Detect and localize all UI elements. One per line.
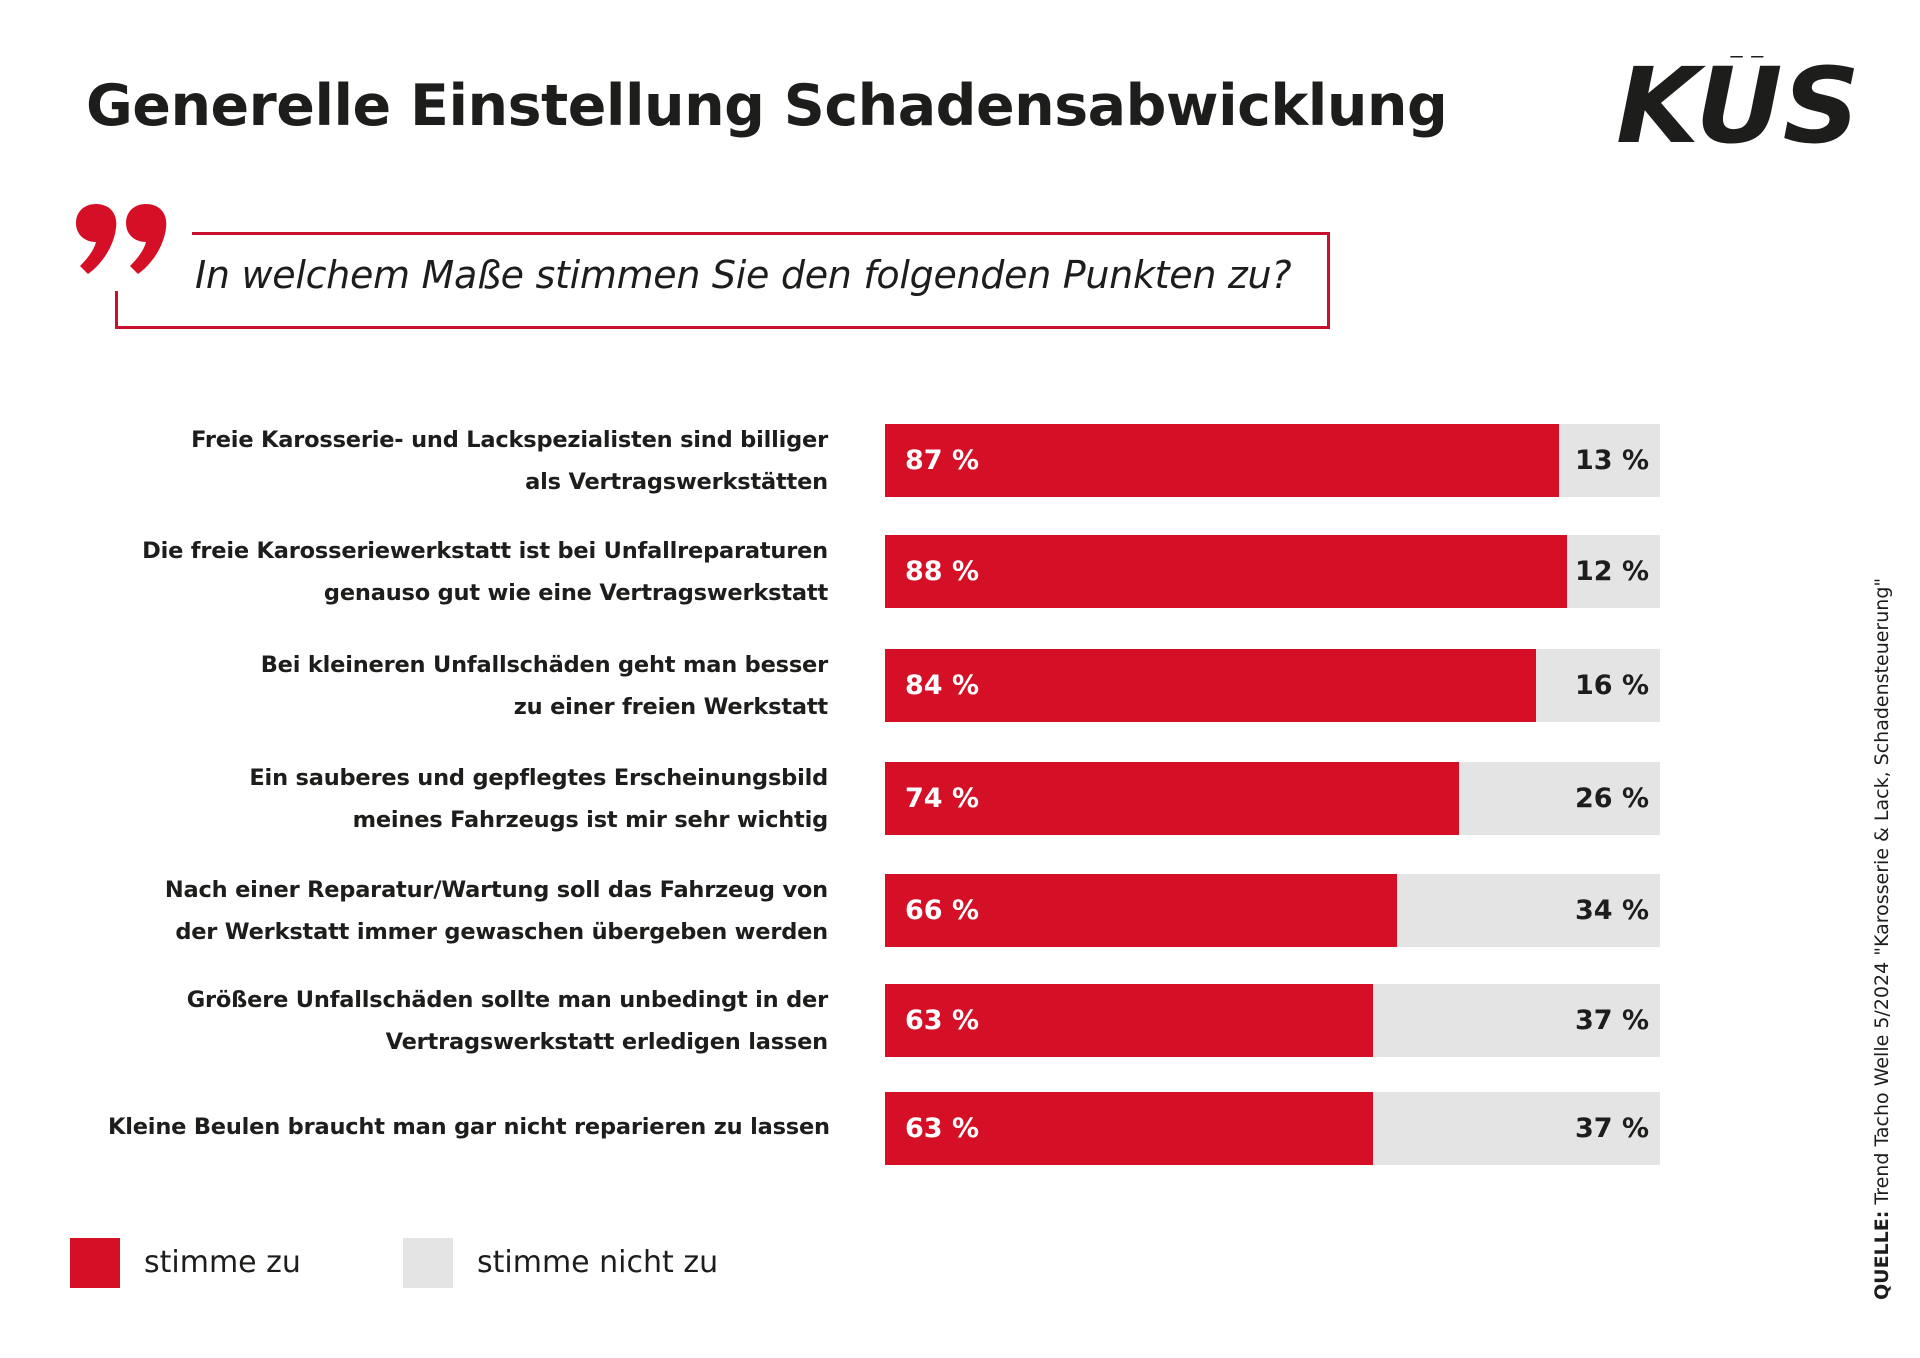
- legend-label-disagree: stimme nicht zu: [477, 1245, 719, 1280]
- quote-icon: [76, 204, 167, 274]
- bar-agree-label: 63 %: [905, 1113, 980, 1144]
- row-label: Die freie Karosseriewerkstatt ist bei Un…: [108, 530, 828, 614]
- bar-disagree-label: 34 %: [1574, 895, 1649, 926]
- row-label-line: Ein sauberes und gepflegtes Erscheinungs…: [249, 764, 828, 791]
- row-label-line: als Vertragswerkstätten: [525, 468, 828, 495]
- bar-agree: [885, 984, 1374, 1057]
- bar-disagree-label: 26 %: [1574, 783, 1649, 814]
- row-label-line: Freie Karosserie- und Lackspezialisten s…: [191, 426, 828, 453]
- bar-disagree-label: 16 %: [1574, 670, 1649, 701]
- bar-disagree-label: 37 %: [1574, 1005, 1649, 1036]
- bar-disagree: 87 % 13 %: [885, 424, 1660, 497]
- row-label: Bei kleineren Unfallschäden geht man bes…: [108, 644, 828, 728]
- bar-disagree: 84 % 16 %: [885, 649, 1660, 722]
- bar-disagree: 88 % 12 %: [885, 535, 1660, 608]
- bar-disagree-label: 12 %: [1574, 556, 1649, 587]
- bar-disagree: 63 % 37 %: [885, 984, 1660, 1057]
- row-label: Nach einer Reparatur/Wartung soll das Fa…: [108, 869, 828, 953]
- row-label-line: zu einer freien Werkstatt: [513, 693, 828, 720]
- bar-disagree-label: 13 %: [1574, 445, 1649, 476]
- row-label: Ein sauberes und gepflegtes Erscheinungs…: [108, 757, 828, 841]
- source-text: Trend Tacho Welle 5/2024 "Karosserie & L…: [1871, 577, 1893, 1211]
- question-box-border-top: [192, 232, 1330, 235]
- bar-agree: [885, 1092, 1374, 1165]
- kus-logo: KÜS: [1616, 56, 1860, 150]
- legend-swatch-disagree: [403, 1238, 453, 1288]
- row-label-line: Kleine Beulen braucht man gar nicht repa…: [108, 1113, 830, 1140]
- source-prefix: QUELLE:: [1871, 1210, 1893, 1300]
- bar-agree-label: 88 %: [905, 556, 980, 587]
- bar-agree-label: 87 %: [905, 445, 980, 476]
- question-box-border-bottom: [115, 326, 1330, 329]
- question-box-border-left: [115, 291, 118, 329]
- bar-disagree: 63 % 37 %: [885, 1092, 1660, 1165]
- bar-disagree-label: 37 %: [1574, 1113, 1649, 1144]
- survey-question: In welchem Maße stimmen Sie den folgende…: [195, 253, 1292, 297]
- row-label-line: Bei kleineren Unfallschäden geht man bes…: [260, 651, 828, 678]
- bar-agree: [885, 535, 1567, 608]
- row-label-line: Nach einer Reparatur/Wartung soll das Fa…: [164, 876, 828, 903]
- bar-agree: [885, 762, 1459, 835]
- bar-disagree: 74 % 26 %: [885, 762, 1660, 835]
- bar-agree-label: 66 %: [905, 895, 980, 926]
- page-title: Generelle Einstellung Schadensabwicklung: [86, 73, 1448, 139]
- bar-agree: [885, 874, 1397, 947]
- legend-swatch-agree: [70, 1238, 120, 1288]
- question-box-border-right: [1327, 232, 1330, 329]
- bar-agree: [885, 649, 1536, 722]
- row-label: Freie Karosserie- und Lackspezialisten s…: [108, 419, 828, 503]
- row-label-line: Die freie Karosseriewerkstatt ist bei Un…: [142, 537, 828, 564]
- bar-agree-label: 84 %: [905, 670, 980, 701]
- row-label: Größere Unfallschäden sollte man unbedin…: [108, 979, 828, 1063]
- legend-label-agree: stimme zu: [144, 1245, 301, 1280]
- row-label-line: genauso gut wie eine Vertragswerkstatt: [323, 579, 828, 606]
- source-note: QUELLE: Trend Tacho Welle 5/2024 "Kaross…: [1871, 577, 1893, 1300]
- logo-text: KÜS: [1616, 56, 1860, 150]
- row-label-line: Vertragswerkstatt erledigen lassen: [385, 1028, 829, 1055]
- row-label-line: meines Fahrzeugs ist mir sehr wichtig: [352, 806, 829, 833]
- row-label: Kleine Beulen braucht man gar nicht repa…: [108, 1106, 830, 1148]
- row-label-line: der Werkstatt immer gewaschen übergeben …: [175, 918, 828, 945]
- bar-agree: [885, 424, 1560, 497]
- bar-disagree: 66 % 34 %: [885, 874, 1660, 947]
- bar-agree-label: 63 %: [905, 1005, 980, 1036]
- bar-agree-label: 74 %: [905, 783, 980, 814]
- row-label-line: Größere Unfallschäden sollte man unbedin…: [186, 986, 828, 1013]
